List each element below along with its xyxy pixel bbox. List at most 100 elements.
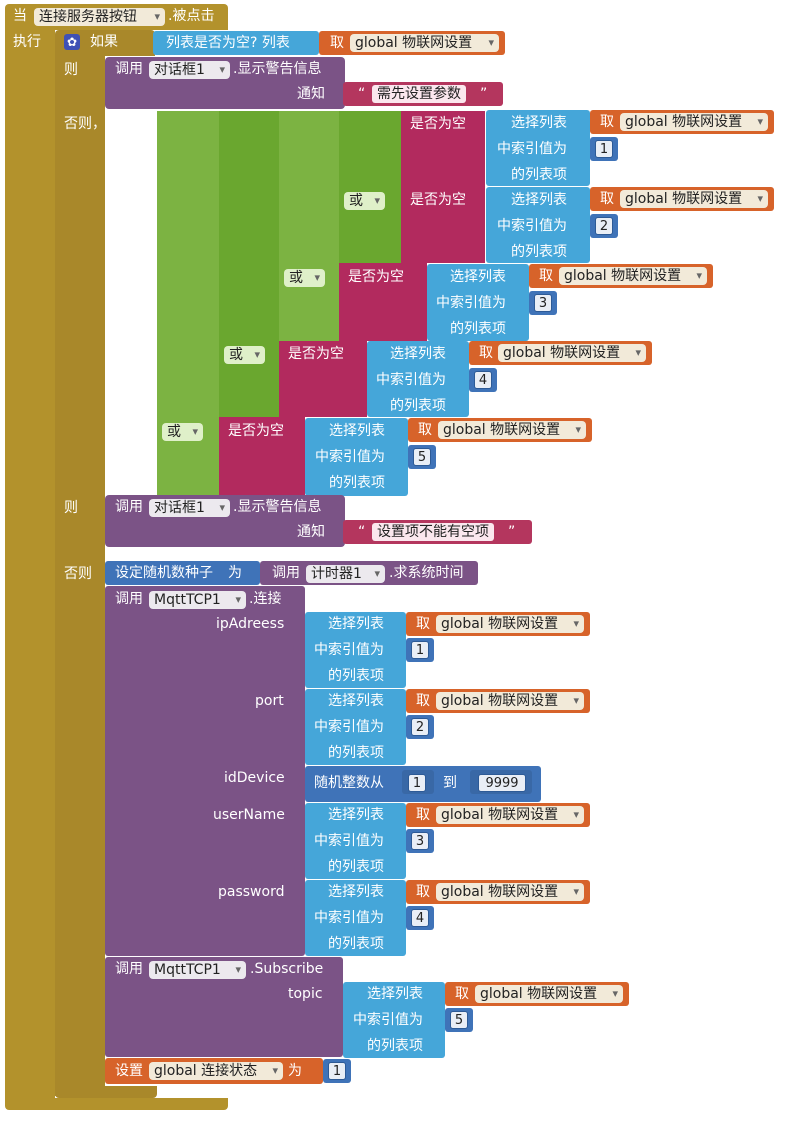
global-var-dropdown-c2[interactable]: global 物联网设置 <box>620 190 768 208</box>
index-value-s1[interactable]: 5 <box>450 1011 468 1029</box>
mqtt-component-dropdown-1[interactable]: MqttTCP1 <box>149 591 246 609</box>
set-value[interactable]: 1 <box>328 1062 346 1080</box>
event-component-dropdown[interactable]: 连接服务器按钮 <box>34 8 165 26</box>
select-label-m4a: 选择列表 <box>328 884 384 900</box>
event-body-spine <box>5 30 55 1102</box>
param-ipadreess: ipAdreess <box>216 616 285 632</box>
select-list-block-m2[interactable] <box>305 689 406 765</box>
param-iddevice: idDevice <box>224 770 285 786</box>
random-seed-block[interactable] <box>105 561 260 585</box>
index-value-m3[interactable]: 3 <box>411 832 429 850</box>
select-list-block-c2[interactable] <box>486 187 590 263</box>
set-var-dropdown[interactable]: global 连接状态 <box>149 1062 283 1080</box>
mqtt-component-dropdown-2[interactable]: MqttTCP1 <box>149 961 246 979</box>
select-list-block-c1[interactable] <box>486 110 590 186</box>
index-value-c3[interactable]: 3 <box>534 294 552 312</box>
global-var-dropdown-s1[interactable]: global 物联网设置 <box>475 985 623 1003</box>
mqtt-subscribe-call: 调用 <box>115 961 143 977</box>
select-label-c4c: 的列表项 <box>390 398 446 414</box>
do-label: 执行 <box>13 34 41 50</box>
select-label-m3c: 的列表项 <box>328 859 384 875</box>
quote-open-2: “ <box>358 524 366 540</box>
or-dropdown-2[interactable]: 或 <box>284 269 325 287</box>
select-list-block-c4[interactable] <box>367 341 469 417</box>
index-value-c1[interactable]: 1 <box>595 140 613 158</box>
global-var-dropdown-c3[interactable]: global 物联网设置 <box>559 267 707 285</box>
or-dropdown-1[interactable]: 或 <box>344 192 385 210</box>
select-label-c2a: 选择列表 <box>511 192 567 208</box>
select-label-c4a: 选择列表 <box>390 346 446 362</box>
is-empty-block-5[interactable] <box>219 417 305 496</box>
dialog-method-2: .显示警告信息 <box>233 499 322 515</box>
is-empty-block-3[interactable] <box>339 263 427 341</box>
select-label-s1b: 中索引值为 <box>353 1012 423 1028</box>
is-empty-block-1[interactable] <box>401 111 485 186</box>
select-label-c3a: 选择列表 <box>450 269 506 285</box>
is-empty-label-5: 是否为空 <box>228 423 284 439</box>
select-label-c5a: 选择列表 <box>329 423 385 439</box>
global-var-dropdown-m4[interactable]: global 物联网设置 <box>436 883 584 901</box>
is-empty-block-4[interactable] <box>279 341 367 417</box>
select-label-s1c: 的列表项 <box>367 1038 423 1054</box>
global-get-label-m1: 取 <box>416 616 430 632</box>
index-value-m4[interactable]: 4 <box>411 909 429 927</box>
select-label-c1c: 的列表项 <box>511 167 567 183</box>
mqtt-connect-call: 调用 <box>115 591 143 607</box>
dialog-component-dropdown-2[interactable]: 对话框1 <box>149 499 230 517</box>
quote-close-1: ” <box>480 86 488 102</box>
is-list-empty-block[interactable] <box>153 31 319 55</box>
index-value-c4[interactable]: 4 <box>474 371 492 389</box>
global-var-dropdown-m2[interactable]: global 物联网设置 <box>436 692 584 710</box>
set-label: 设置 <box>115 1063 143 1079</box>
select-label-m4b: 中索引值为 <box>314 910 384 926</box>
quote-close-2: ” <box>508 524 516 540</box>
select-list-block-m3[interactable] <box>305 803 406 879</box>
string-value-1[interactable]: 需先设置参数 <box>372 85 466 103</box>
select-label-c1a: 选择列表 <box>511 115 567 131</box>
select-label-c4b: 中索引值为 <box>376 372 446 388</box>
select-label-c5c: 的列表项 <box>329 475 385 491</box>
select-list-block-s1[interactable] <box>343 982 445 1058</box>
select-label-m1c: 的列表项 <box>328 668 384 684</box>
random-to-value[interactable]: 9999 <box>478 774 526 792</box>
mqtt-connect-block[interactable] <box>105 586 305 956</box>
is-list-empty-label: 列表是否为空? 列表 <box>166 35 290 51</box>
or-dropdown-3[interactable]: 或 <box>224 346 265 364</box>
if-label: 如果 <box>90 34 118 50</box>
global-get-label-m4: 取 <box>416 884 430 900</box>
global-var-dropdown-c1[interactable]: global 物联网设置 <box>620 113 768 131</box>
global-var-dropdown-m3[interactable]: global 物联网设置 <box>436 806 584 824</box>
global-get-label-s1: 取 <box>455 986 469 1002</box>
index-value-m1[interactable]: 1 <box>411 641 429 659</box>
select-list-block-c5[interactable] <box>305 418 408 496</box>
global-get-label-c1: 取 <box>600 114 614 130</box>
random-to-label: 到 <box>443 775 457 791</box>
global-var-dropdown-m1[interactable]: global 物联网设置 <box>436 615 584 633</box>
gear-icon[interactable]: ✿ <box>64 34 80 50</box>
string-value-2[interactable]: 设置项不能有空项 <box>372 523 494 541</box>
or-block-2[interactable] <box>279 111 339 341</box>
random-int-label: 随机整数从 <box>314 775 384 791</box>
is-empty-block-2[interactable] <box>401 186 485 263</box>
index-value-m2[interactable]: 2 <box>411 718 429 736</box>
index-value-c5[interactable]: 5 <box>413 448 431 466</box>
select-label-m2b: 中索引值为 <box>314 719 384 735</box>
global-get-label-c3: 取 <box>539 268 553 284</box>
dialog-component-dropdown-1[interactable]: 对话框1 <box>149 61 230 79</box>
timer-method: .求系统时间 <box>389 565 464 581</box>
global-var-dropdown[interactable]: global 物联网设置 <box>350 34 499 52</box>
select-list-block-c3[interactable] <box>427 264 529 341</box>
global-var-dropdown-c5[interactable]: global 物联网设置 <box>438 421 586 439</box>
random-from-value[interactable]: 1 <box>408 774 426 792</box>
select-list-block-m4[interactable] <box>305 880 406 956</box>
or-dropdown-4[interactable]: 或 <box>162 423 203 441</box>
is-empty-label-1: 是否为空 <box>410 116 466 132</box>
select-label-m3a: 选择列表 <box>328 807 384 823</box>
or-block-3[interactable] <box>219 111 279 417</box>
select-list-block-m1[interactable] <box>305 612 406 688</box>
global-var-dropdown-c4[interactable]: global 物联网设置 <box>498 344 646 362</box>
timer-call-label: 调用 <box>272 565 300 581</box>
timer-component-dropdown[interactable]: 计时器1 <box>306 565 385 583</box>
or-block-1[interactable] <box>339 111 401 263</box>
index-value-c2[interactable]: 2 <box>595 217 613 235</box>
